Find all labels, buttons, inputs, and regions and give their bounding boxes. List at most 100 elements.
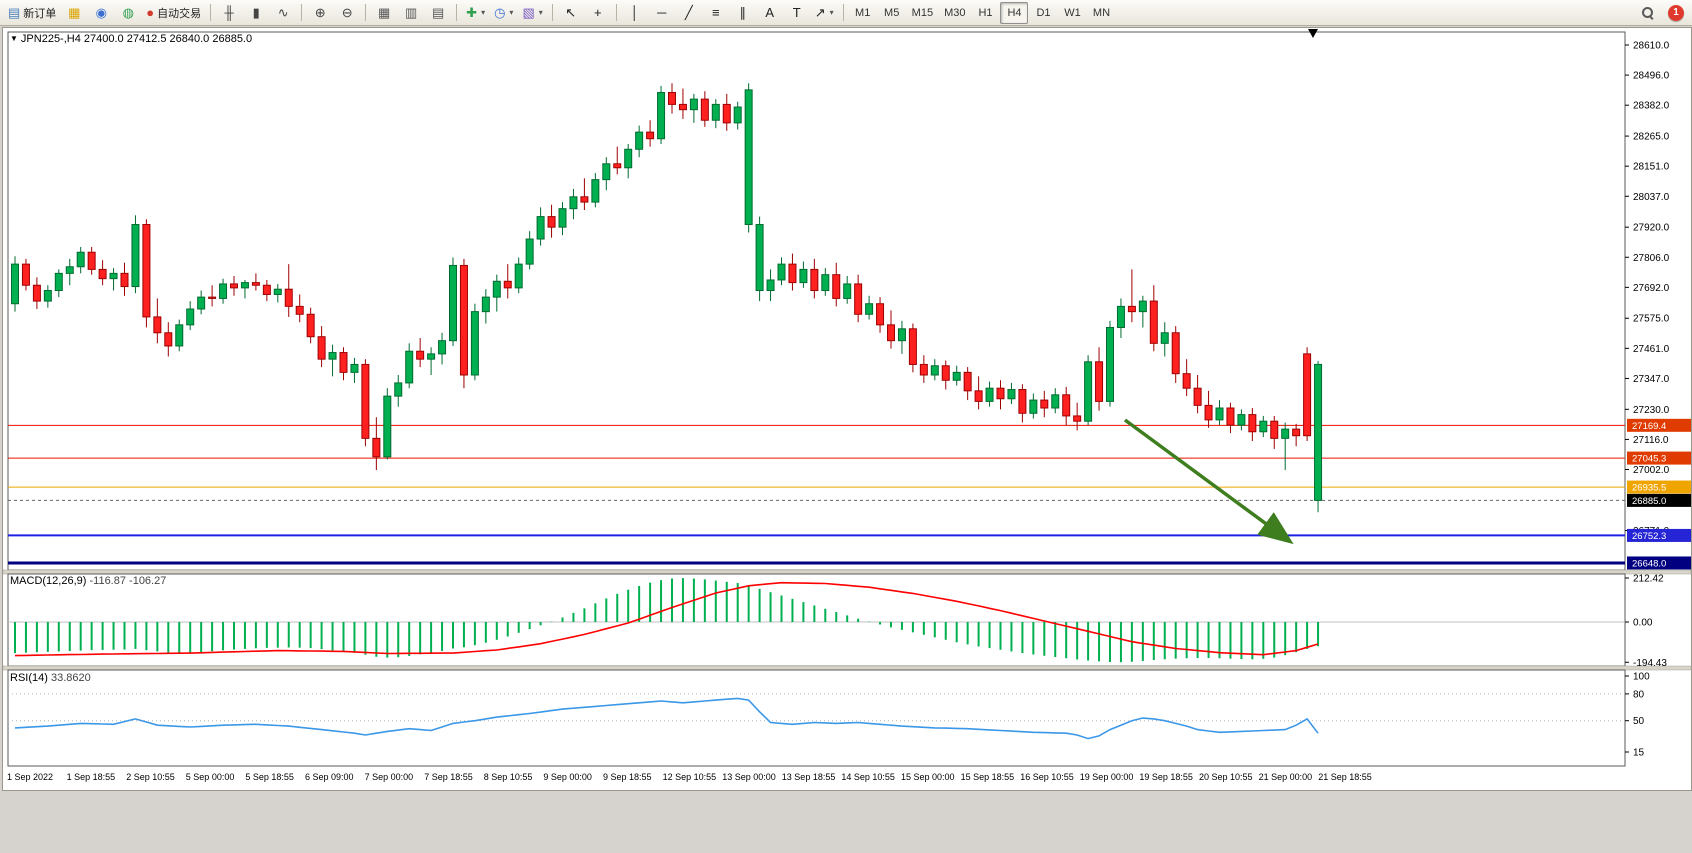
candlestick	[1215, 407, 1224, 421]
price-badge-label: 26885.0	[1632, 496, 1666, 507]
charts-button[interactable]: ▦	[61, 2, 87, 24]
price-axis-label: 28151.0	[1633, 162, 1670, 173]
candlestick	[810, 268, 819, 292]
vertical-line-icon: │	[630, 5, 639, 20]
candlestick	[919, 363, 928, 376]
notification-badge[interactable]: 1	[1668, 4, 1684, 21]
candlestick	[897, 328, 906, 342]
time-axis-label: 5 Sep 00:00	[186, 772, 235, 782]
candlestick	[580, 196, 589, 203]
text-icon: A	[765, 5, 775, 20]
auto-trading-button[interactable]: ● 自动交易	[142, 2, 205, 24]
timeframe-h4-button[interactable]: H4	[1000, 1, 1029, 24]
collapse-icon[interactable]: ▼	[10, 34, 18, 43]
candlestick	[668, 92, 676, 105]
timeframe-m1-button[interactable]: M1	[855, 6, 871, 19]
candlestick	[1116, 305, 1125, 328]
zoom-in-icon: ⊕	[314, 5, 326, 20]
line-chart-button[interactable]: ∿	[270, 2, 296, 24]
time-axis-label: 13 Sep 18:55	[782, 772, 836, 782]
candlestick	[887, 324, 895, 342]
bar-chart-button[interactable]: ╫	[216, 2, 242, 24]
candlestick	[1040, 399, 1049, 409]
periods-button[interactable]: ◷ ▾	[490, 2, 517, 24]
arrange-horizontal-button[interactable]: ▥	[398, 2, 424, 24]
candlestick	[109, 272, 118, 280]
text-button[interactable]: A	[757, 2, 783, 24]
toolbar-separator	[365, 4, 367, 21]
zoom-out-button[interactable]: ⊖	[334, 2, 360, 24]
arrange-vertical-button[interactable]: ▤	[425, 2, 451, 24]
price-axis-label: 27230.0	[1633, 405, 1670, 416]
candlestick	[405, 350, 414, 384]
rsi-indicator-label: RSI(14) 33.8620	[10, 672, 91, 684]
timeframe-m15-button[interactable]: M15	[911, 6, 934, 19]
timeframe-d1-button[interactable]: D1	[1036, 6, 1051, 19]
price-badge-label: 26648.0	[1632, 558, 1666, 569]
vertical-line-button[interactable]: │	[622, 2, 648, 24]
arrows-button[interactable]: ↗ ▾	[811, 2, 838, 24]
rsi-panel[interactable]	[7, 669, 1626, 767]
timeframe-mn-button[interactable]: MN	[1092, 6, 1111, 19]
market-watch-button[interactable]: ◍	[115, 2, 141, 24]
cursor-button[interactable]: ↖	[558, 2, 584, 24]
main-plot[interactable]	[7, 31, 1626, 571]
rsi-axis-label: 80	[1633, 689, 1645, 700]
channel-button[interactable]: ∥	[730, 2, 756, 24]
candlestick-chart-button[interactable]: ▮	[243, 2, 269, 24]
candlestick	[164, 332, 173, 347]
timeframe-h1-button[interactable]: H1	[978, 6, 993, 19]
candlestick	[558, 208, 567, 228]
tile-windows-button[interactable]: ▦	[371, 2, 397, 24]
price-badge	[1627, 451, 1691, 465]
search-button[interactable]	[1634, 2, 1660, 24]
horizontal-line-icon: ─	[657, 5, 667, 20]
candlestick	[1062, 394, 1071, 417]
time-axis-label: 15 Sep 00:00	[901, 772, 955, 782]
price-axis-label: 27692.0	[1633, 283, 1670, 294]
candlestick	[646, 131, 655, 140]
dropdown-caret-icon: ▾	[538, 8, 543, 17]
horizontal-line-button[interactable]: ─	[649, 2, 675, 24]
candlestick	[591, 179, 600, 203]
profile-button[interactable]: ◉	[88, 2, 114, 24]
timeframe-w1-button[interactable]: W1	[1064, 6, 1081, 19]
candlestick	[87, 251, 96, 270]
fibonacci-button[interactable]: ≡	[703, 2, 729, 24]
toolbar: ▤ 新订单 ▦ ◉ ◍ ● 自动交易 ╫ ▮ ∿ ⊕ ⊖ ▦ ▥ ▤ ✚ ▾ ◷ ▾ ▧ ▾ ↖ + │ ─ ╱ ≡ ∥ A T ↗ ▾ M1 M…	[0, 0, 1692, 26]
candlestick	[65, 266, 74, 274]
candlestick	[1149, 300, 1158, 344]
candlestick	[481, 296, 490, 313]
time-axis-label: 13 Sep 00:00	[722, 772, 776, 782]
zoom-in-button[interactable]: ⊕	[307, 2, 333, 24]
candlestick	[908, 328, 917, 365]
candlestick	[153, 316, 162, 334]
trendline-button[interactable]: ╱	[676, 2, 702, 24]
templates-button[interactable]: ▧ ▾	[518, 2, 546, 24]
price-axis-label: 27920.0	[1633, 223, 1670, 234]
panel-splitter[interactable]	[2, 665, 1692, 671]
line-chart-icon: ∿	[277, 5, 289, 20]
candlestick	[492, 280, 501, 298]
chart-canvas[interactable]: 28610.0 28496.0 28382.0 28265.0 28151.0 28037…	[2, 28, 1692, 790]
candlestick	[865, 303, 874, 315]
label-button[interactable]: T	[784, 2, 810, 24]
crosshair-button[interactable]: +	[585, 2, 611, 24]
panel-splitter[interactable]	[2, 569, 1692, 575]
timeframe-m30-button[interactable]: M30	[944, 6, 966, 19]
candlestick	[21, 263, 30, 286]
trend-arrow[interactable]	[1123, 418, 1294, 545]
macd-indicator-label: MACD(12,26,9) -116.87 -106.27	[10, 575, 166, 587]
candlestick	[1259, 420, 1268, 433]
add-indicator-button[interactable]: ✚ ▾	[462, 2, 489, 24]
macd-axis-label: -194.43	[1633, 658, 1667, 669]
candlestick	[43, 290, 52, 302]
price-axis-label: 28382.0	[1633, 101, 1670, 112]
toolbar-separator	[842, 4, 844, 21]
candlestick	[689, 98, 698, 111]
timeframe-m5-button[interactable]: M5	[884, 6, 900, 19]
new-order-button[interactable]: ▤ 新订单	[4, 2, 60, 24]
candlestick	[700, 98, 709, 121]
price-axis-label: 27002.0	[1633, 465, 1670, 476]
macd-panel[interactable]	[7, 573, 1626, 667]
